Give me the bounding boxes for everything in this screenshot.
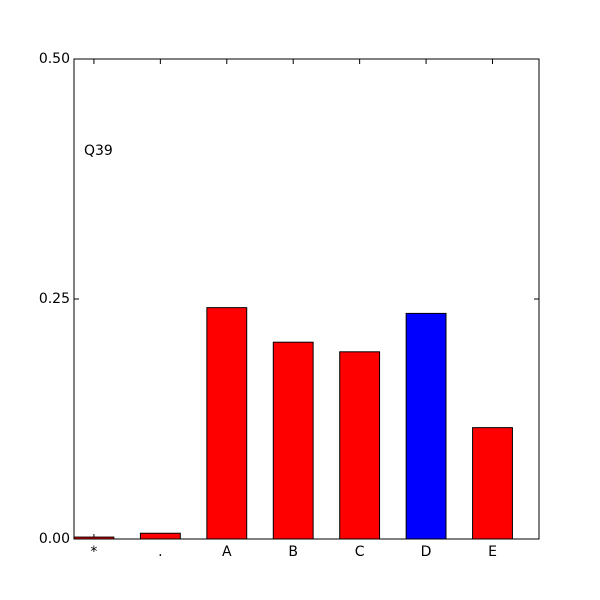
plot-frame	[73, 58, 540, 540]
y-tick-label: 0.25	[39, 291, 70, 307]
bar	[139, 532, 181, 540]
bar	[472, 427, 513, 540]
y-tick-label: 0.50	[39, 51, 70, 67]
y-tick-label: 0.00	[39, 531, 70, 547]
bar	[206, 307, 248, 540]
x-tick-label: *	[90, 544, 97, 560]
x-tick-label: .	[158, 544, 162, 560]
bar	[339, 351, 381, 540]
x-tick-label: E	[488, 544, 497, 560]
bar	[272, 341, 314, 540]
x-tick-label: A	[222, 544, 232, 560]
x-tick-label: C	[355, 544, 365, 560]
bar	[405, 312, 447, 540]
annotation: Q39	[84, 143, 113, 159]
x-tick-label: D	[421, 544, 432, 560]
x-tick-label: B	[288, 544, 298, 560]
